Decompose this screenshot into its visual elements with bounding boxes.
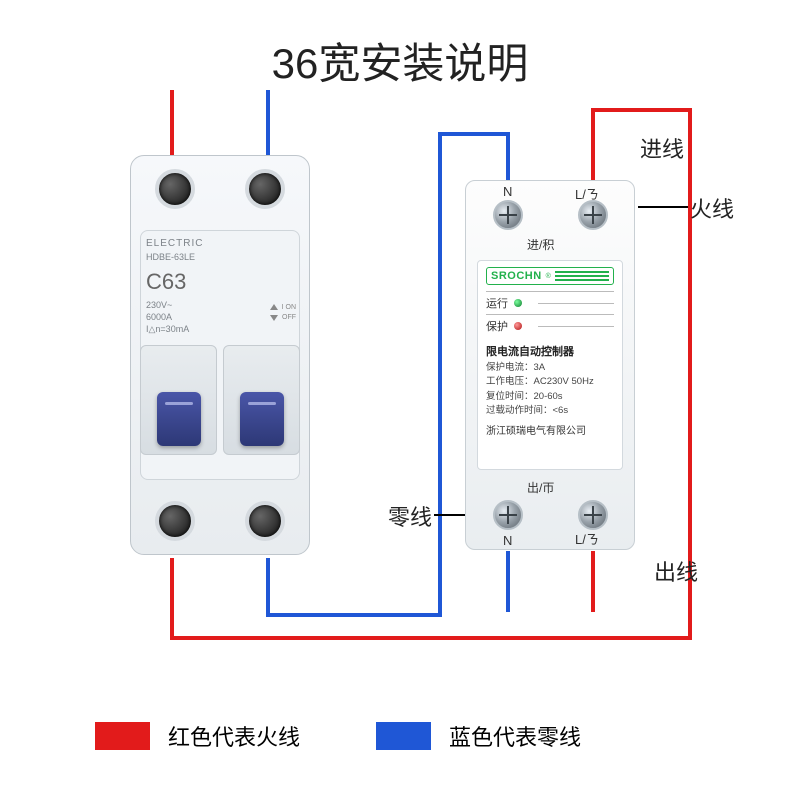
screw-icon xyxy=(578,500,608,530)
legend-swatch-red xyxy=(95,722,150,750)
controller-bottom-screws xyxy=(465,500,635,530)
controller-company: 浙江硕瑞电气有限公司 xyxy=(486,422,614,437)
wiring-svg xyxy=(0,0,800,800)
breaker-off-label: OFF xyxy=(282,313,296,323)
controller-specs: 保护电流：3A 工作电压：AC230V 50Hz 复位时间：20-60s 过载动… xyxy=(486,361,614,418)
breaker-terminal xyxy=(155,501,195,541)
switch-handle xyxy=(240,392,284,446)
terminal-l-label: L/ㄋ xyxy=(575,529,599,548)
breaker-onoff: I ON OFF xyxy=(282,303,296,323)
status-line xyxy=(538,326,614,327)
live-wire-label: 火线 xyxy=(690,192,734,224)
status-line xyxy=(538,303,614,304)
screw-icon xyxy=(493,500,523,530)
live-wire-leader xyxy=(638,206,688,208)
led-green-icon xyxy=(514,299,522,307)
status-protect-row: 保护 xyxy=(486,314,614,337)
switch-slot xyxy=(140,345,217,455)
controller-top-screws xyxy=(465,200,635,230)
page-title: 36宽安装说明 xyxy=(0,30,800,91)
spec-row: 复位时间：20-60s xyxy=(486,390,614,404)
breaker-on-label: I ON xyxy=(282,303,296,313)
status-run-label: 运行 xyxy=(486,295,508,311)
controller-title: 限电流自动控制器 xyxy=(486,343,614,359)
breaker-spec: 6000A xyxy=(146,312,206,324)
status-protect-label: 保护 xyxy=(486,318,508,334)
breaker-spec: I△n=30mA xyxy=(146,324,206,336)
breaker-terminal xyxy=(245,501,285,541)
breaker-bottom-terminals xyxy=(130,501,310,541)
circuit-breaker: ELECTRIC HDBE-63LE C63 230V~ 6000A I△n=3… xyxy=(130,155,310,555)
breaker-rating: C63 xyxy=(146,268,206,297)
arrow-down-icon xyxy=(270,315,278,321)
spec-row: 工作电压：AC230V 50Hz xyxy=(486,375,614,389)
legend-swatch-blue xyxy=(376,722,431,750)
controller-brand-bar: SROCHN ® xyxy=(486,267,614,285)
breaker-terminal xyxy=(155,169,195,209)
breaker-text-panel: ELECTRIC HDBE-63LE C63 230V~ 6000A I△n=3… xyxy=(146,237,206,335)
terminal-in-label: 进/积 xyxy=(527,236,554,253)
diagram-canvas: 36宽安装说明 进线 火线 零线 出线 ELECTRIC HDBE-63LE C… xyxy=(0,0,800,800)
legend: 红色代表火线 蓝色代表零线 xyxy=(95,720,581,752)
controller-brand: SROCHN xyxy=(491,270,542,282)
incoming-label: 进线 xyxy=(640,132,684,164)
status-run-row: 运行 xyxy=(486,291,614,314)
brand-bars-icon xyxy=(555,271,609,281)
switch-handle xyxy=(157,392,201,446)
breaker-top-terminals xyxy=(130,169,310,209)
terminal-out-label: 出/帀 xyxy=(527,479,554,496)
terminal-n-label: N xyxy=(503,184,512,199)
current-limiter-controller: N L/ㄋ 进/积 SROCHN ® 运行 保护 限电流自动控制器 xyxy=(465,180,635,550)
breaker-model: HDBE-63LE xyxy=(146,252,206,264)
arrow-up-icon xyxy=(270,304,278,310)
terminal-n-label: N xyxy=(503,533,512,548)
breaker-brand: ELECTRIC xyxy=(146,237,206,250)
screw-icon xyxy=(578,200,608,230)
led-red-icon xyxy=(514,322,522,330)
breaker-switches xyxy=(140,345,300,455)
spec-row: 保护电流：3A xyxy=(486,361,614,375)
outgoing-label: 出线 xyxy=(654,555,698,587)
neutral-wire-label: 零线 xyxy=(388,500,432,532)
breaker-terminal xyxy=(245,169,285,209)
screw-icon xyxy=(493,200,523,230)
controller-face: SROCHN ® 运行 保护 限电流自动控制器 保护电流：3A 工作电压：AC2… xyxy=(477,260,623,470)
legend-neutral-text: 蓝色代表零线 xyxy=(449,720,581,752)
spec-row: 过载动作时间：<6s xyxy=(486,404,614,418)
breaker-spec: 230V~ xyxy=(146,300,206,312)
switch-slot xyxy=(223,345,300,455)
reg-mark: ® xyxy=(546,273,551,280)
legend-live-text: 红色代表火线 xyxy=(168,720,300,752)
